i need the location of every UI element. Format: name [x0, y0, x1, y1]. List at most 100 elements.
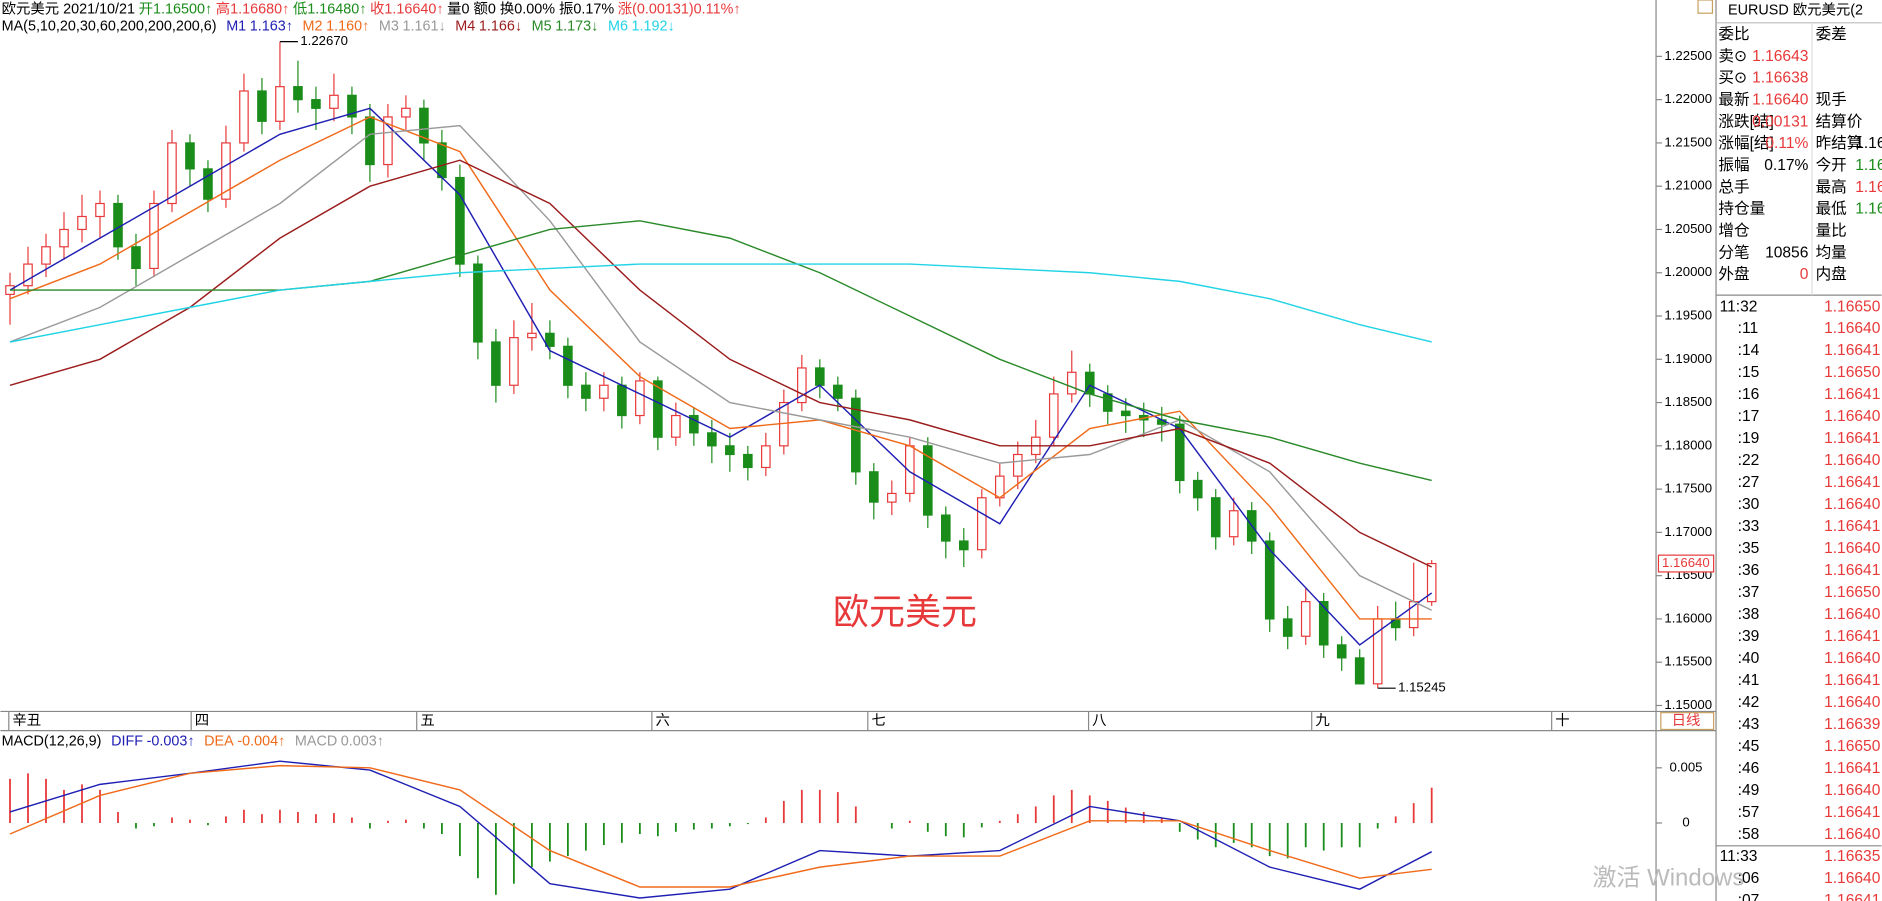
watermark: 欧元美元 — [833, 591, 977, 632]
last-price-box — [1657, 554, 1715, 573]
y-tick-label: 1.16000 — [1664, 610, 1712, 625]
legend-name: M5 — [532, 18, 552, 34]
candle-body — [347, 94, 357, 118]
candle-body — [1120, 410, 1131, 417]
candle-body — [743, 453, 753, 469]
quote-cell: 量比 — [1816, 221, 1847, 239]
period-button[interactable] — [1660, 712, 1715, 731]
candle-body — [887, 492, 897, 503]
quote-cell: 最低 — [1816, 200, 1848, 218]
quote-cell: 外盘 — [1718, 264, 1749, 283]
macd-title: MACD(12,26,9) — [2, 733, 102, 749]
candle-body — [994, 475, 1005, 499]
candle-body — [1174, 423, 1185, 482]
candle-body — [1336, 644, 1347, 659]
tick-time: :15 — [1738, 364, 1760, 381]
candle-body — [761, 445, 771, 469]
y-tick-label: 1.19000 — [1664, 351, 1712, 366]
candle-body — [95, 202, 105, 218]
x-axis-label: 九 — [1315, 712, 1330, 729]
tick-time: :14 — [1738, 342, 1760, 359]
legend-value: -0.003↑ — [147, 733, 195, 749]
candle-body — [1210, 497, 1221, 538]
candle-body — [599, 384, 609, 399]
tick-price: 1.16641 — [1824, 804, 1880, 821]
tick-price: 1.16640 — [1824, 826, 1881, 843]
quote-cell: 昨结算 — [1816, 133, 1863, 152]
candle-body — [185, 142, 195, 170]
tick-price: 1.16641 — [1824, 474, 1880, 491]
ma-line — [9, 107, 1433, 646]
candle-body — [1300, 601, 1311, 637]
quote-cell: 均量 — [1816, 243, 1847, 261]
low-label: 1.15245 — [1398, 680, 1446, 695]
candle-body — [833, 384, 843, 399]
candle-body — [815, 367, 825, 386]
quote-cell: 持仓量 — [1718, 200, 1765, 218]
quote-cell: 1.16 — [1855, 157, 1882, 174]
y-tick-label: 1.17500 — [1664, 481, 1712, 496]
quote-cell: 买⊙ — [1718, 69, 1747, 87]
ma-line — [9, 116, 1432, 620]
ma-line — [9, 263, 1432, 343]
legend-value: 1.160↑ — [326, 18, 369, 34]
y-tick-label: 1.18500 — [1664, 394, 1712, 409]
y-tick-label: 1.20000 — [1664, 264, 1712, 279]
quote-cell: 1.16640 — [1752, 91, 1809, 108]
legend-value: 1.192↓ — [632, 18, 675, 34]
candle-body — [545, 332, 555, 347]
legend-name: M1 — [226, 18, 246, 34]
quote-cell: 10856 — [1765, 244, 1808, 261]
x-axis-label: 六 — [655, 712, 669, 729]
tick-time: :58 — [1738, 826, 1760, 843]
ma-line — [9, 159, 1433, 568]
candle-body — [1282, 618, 1293, 637]
ma-legend: MA(5,10,20,30,60,200,200,200,6) M1 1.163↑ M… — [2, 18, 675, 34]
period-button-label[interactable]: 日线 — [1672, 712, 1701, 729]
candle-body — [941, 514, 951, 542]
candle-body — [455, 176, 465, 265]
candle-body — [329, 94, 339, 109]
candle-body — [869, 471, 879, 503]
candle-body — [527, 332, 537, 339]
y-tick-label: 1.19500 — [1664, 308, 1712, 323]
tick-time: :43 — [1738, 716, 1760, 733]
quote-cell: 现手 — [1816, 90, 1847, 108]
legend-name: M2 — [303, 18, 323, 34]
tick-price: 1.16641 — [1824, 760, 1880, 777]
corner-icon[interactable] — [1697, 0, 1714, 14]
legend-value: 1.166↓ — [479, 18, 522, 34]
candle-body — [131, 246, 141, 270]
candle-body — [1228, 510, 1239, 538]
candle-body — [1318, 601, 1329, 646]
legend-name: DEA — [204, 733, 234, 749]
tick-time: :30 — [1738, 496, 1760, 513]
tick-price: 1.16640 — [1824, 540, 1881, 557]
x-axis-label: 四 — [195, 713, 209, 729]
tick-time: :11 — [1738, 320, 1759, 337]
candle-body — [563, 345, 573, 386]
candle-body — [473, 263, 483, 343]
candle-body — [617, 384, 627, 417]
tick-price: 1.16641 — [1824, 892, 1880, 901]
y-tick-label: 1.21000 — [1664, 178, 1712, 193]
tick-time: :22 — [1738, 452, 1760, 469]
legend-name: M3 — [379, 18, 399, 34]
tick-price: 1.16641 — [1824, 518, 1880, 535]
tick-price: 1.16650 — [1824, 364, 1881, 381]
candle-body — [689, 414, 699, 434]
quote-cell: 卖⊙ — [1718, 47, 1747, 65]
tick-price: 1.16641 — [1824, 672, 1880, 689]
tick-time: 11:32 — [1720, 298, 1758, 315]
tick-price: 1.16640 — [1824, 320, 1881, 337]
candle-body — [59, 228, 69, 248]
info-item: 收1.16640↑ — [370, 0, 444, 17]
legend-name: DIFF — [111, 733, 143, 749]
quote-cell: 0 — [1800, 266, 1809, 283]
candle-body — [221, 142, 231, 200]
candle-body — [77, 215, 87, 231]
y-tick-label: 1.22500 — [1664, 48, 1712, 63]
y-tick-label: 0.005 — [1670, 759, 1703, 774]
quote-cell: 1.16 — [1855, 201, 1882, 218]
